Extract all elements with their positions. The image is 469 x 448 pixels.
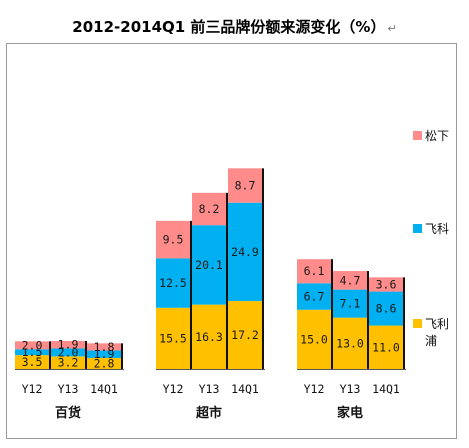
group-label: 超市 [196,405,222,421]
bar-segment [15,341,49,350]
data-label: 8.6 [376,302,397,316]
data-label: 8.2 [199,202,220,216]
group-label: 家电 [337,405,363,421]
chart-title: 2012-2014Q1 前三品牌份额来源变化（%） ↵ [0,16,469,37]
bar-segment [333,271,367,290]
bar-segment [228,202,262,302]
data-label: 15.5 [159,331,187,345]
data-label: 3.6 [376,277,397,291]
bar-segment [369,325,403,369]
bar-segment [156,220,190,259]
bar-segment [156,258,190,308]
data-label: 20.1 [195,258,223,272]
bar-shadow [49,341,51,369]
bar-segment [87,350,121,358]
paragraph-mark: ↵ [387,22,397,35]
bar-segment [15,349,49,356]
bar-segment [369,277,403,292]
legend-swatch [413,131,422,140]
bar-segment [297,283,331,310]
legend-label: 飞科 [425,222,449,236]
bar-shadow [121,343,123,369]
data-label: 4.7 [340,273,361,287]
bar-segment [51,348,85,357]
bar-segment [192,192,226,226]
data-label: 13.0 [336,336,364,350]
bar-segment [228,301,262,369]
data-label: 11.0 [372,340,400,354]
x-tick-label: Y12 [163,382,184,396]
bar-shadow [331,259,333,369]
bar-shadow [85,340,87,369]
data-label: 2.0 [58,345,79,359]
bar-shadow [367,271,369,369]
x-tick-label: 14Q1 [231,382,259,396]
bar-segment [15,355,49,369]
bar-segment [228,168,262,203]
data-label: 3.2 [58,356,79,370]
data-label: 16.3 [195,330,223,344]
bar-segment [51,356,85,369]
x-tick-label: Y13 [58,382,79,396]
bar-segment [87,343,121,351]
bar-shadow [262,168,264,369]
data-label: 6.7 [304,290,325,304]
x-tick-label: Y12 [304,382,325,396]
legend-label: 飞利 [425,317,449,331]
x-tick-label: 14Q1 [90,382,118,396]
legend-swatch [413,224,422,233]
data-label: 9.5 [163,233,184,247]
group-label: 百货 [55,405,81,421]
bar-segment [297,259,331,284]
data-label: 2.0 [22,338,43,352]
data-label: 12.5 [159,276,187,290]
bar-segment [192,304,226,369]
x-tick-label: Y12 [22,382,43,396]
data-label: 24.9 [231,245,259,259]
legend-label: 松下 [425,129,449,143]
x-tick-label: Y13 [340,382,361,396]
data-label: 3.5 [22,355,43,369]
data-label: 15.0 [300,332,328,346]
bar-segment [156,307,190,369]
bar-shadow [226,192,228,369]
data-label: 1.9 [94,347,115,361]
bar-shadow [403,277,405,369]
x-tick-label: 14Q1 [372,382,400,396]
bar-segment [51,340,85,349]
data-label: 17.2 [231,328,259,342]
x-tick-label: Y13 [199,382,220,396]
bar-segment [192,225,226,305]
data-label: 2.8 [94,356,115,370]
bar-segment [297,309,331,369]
data-label: 6.1 [304,264,325,278]
data-label: 1.9 [58,338,79,352]
legend-swatch [413,319,422,328]
bar-segment [333,289,367,318]
legend-label: 浦 [425,334,437,348]
bar-shadow [190,220,192,369]
chart-title-text: 2012-2014Q1 前三品牌份额来源变化（%） [72,18,386,36]
data-label: 7.1 [340,297,361,311]
bar-segment [87,357,121,369]
data-label: 1.8 [94,340,115,354]
data-label: 8.7 [235,179,256,193]
bar-segment [333,317,367,369]
bar-segment [369,291,403,326]
